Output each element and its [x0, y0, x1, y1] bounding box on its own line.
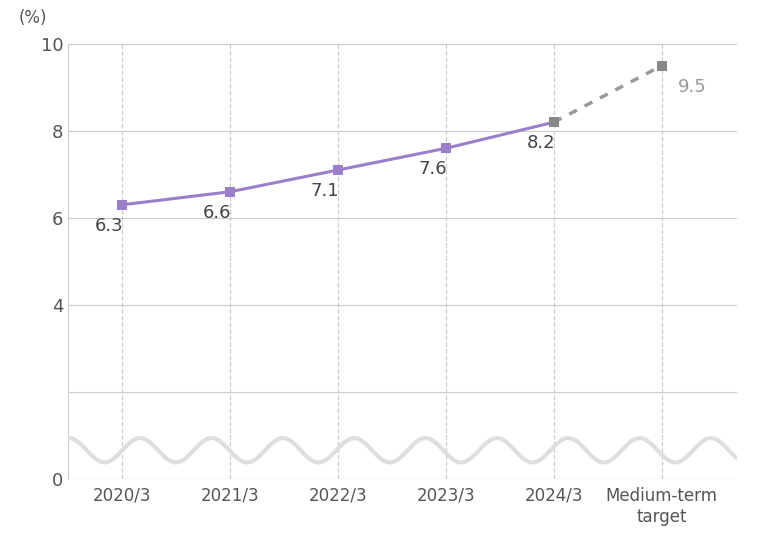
Text: 8.2: 8.2 [527, 134, 556, 152]
Text: 6.6: 6.6 [203, 204, 232, 222]
Text: (%): (%) [18, 9, 46, 26]
Text: 7.6: 7.6 [419, 161, 448, 178]
Text: 6.3: 6.3 [95, 217, 124, 235]
Text: 9.5: 9.5 [678, 78, 707, 96]
Text: 7.1: 7.1 [311, 182, 340, 200]
